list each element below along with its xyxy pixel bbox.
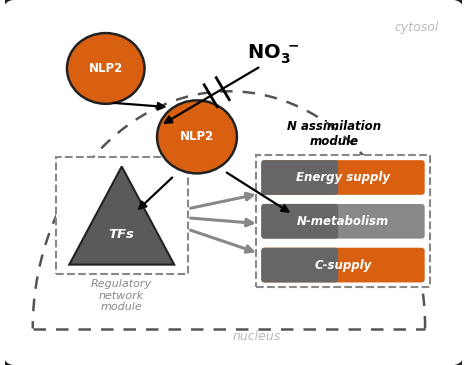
Bar: [304, 251, 337, 279]
FancyBboxPatch shape: [262, 248, 425, 283]
FancyBboxPatch shape: [56, 157, 188, 274]
Bar: [304, 164, 337, 192]
FancyBboxPatch shape: [262, 160, 425, 195]
Text: nucleus: nucleus: [232, 330, 281, 343]
Ellipse shape: [67, 33, 144, 104]
Bar: [304, 207, 337, 235]
Text: N assimilation
module: N assimilation module: [287, 120, 382, 148]
Ellipse shape: [157, 100, 237, 173]
FancyBboxPatch shape: [262, 204, 338, 239]
Text: cytosol: cytosol: [395, 20, 439, 34]
FancyBboxPatch shape: [262, 204, 425, 239]
Text: TFs: TFs: [109, 228, 134, 242]
Text: NLP2: NLP2: [180, 130, 214, 143]
Text: Regulatory
network
module: Regulatory network module: [91, 279, 152, 312]
Polygon shape: [69, 166, 174, 265]
Text: N-metabolism: N-metabolism: [297, 215, 389, 228]
FancyBboxPatch shape: [262, 160, 338, 195]
Text: NLP2: NLP2: [89, 62, 123, 75]
Text: $\mathbf{NO_3^{\ -}}$: $\mathbf{NO_3^{\ -}}$: [247, 43, 299, 66]
Text: Energy supply: Energy supply: [296, 171, 390, 184]
FancyBboxPatch shape: [256, 155, 430, 288]
FancyBboxPatch shape: [262, 248, 338, 283]
Text: C-supply: C-supply: [314, 258, 372, 272]
